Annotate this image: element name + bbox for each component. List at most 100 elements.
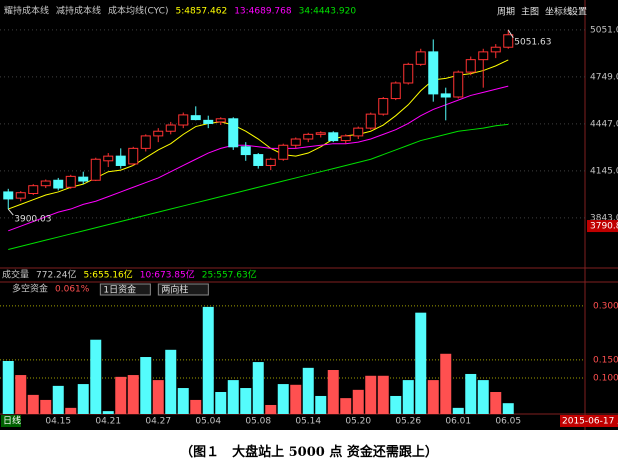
- candle-body: [78, 176, 89, 182]
- candle-body: [178, 114, 189, 126]
- bar: [390, 395, 402, 414]
- control-label: 两向柱: [161, 284, 188, 296]
- x-tick-label: 05.26: [395, 417, 421, 427]
- x-tick-label: 05.04: [195, 417, 221, 427]
- candle-body: [490, 46, 501, 53]
- bar: [277, 384, 289, 414]
- y-tick-label: 0.100%: [593, 373, 618, 383]
- x-tick-label: 05.20: [345, 417, 371, 427]
- bar: [402, 380, 414, 414]
- bar: [290, 384, 302, 414]
- ma-line: [8, 85, 509, 232]
- x-tick-label: 05.08: [245, 417, 271, 427]
- candle-body: [503, 34, 514, 48]
- ma-line: [8, 123, 509, 250]
- bar: [190, 399, 202, 414]
- bar: [340, 398, 352, 414]
- marker-tick-box: [587, 220, 618, 233]
- toolbar-button: 设置: [569, 7, 587, 18]
- candle-body: [103, 155, 114, 162]
- candle-body: [40, 180, 51, 187]
- bar: [15, 375, 27, 414]
- annotation-pointer: [507, 29, 514, 39]
- bar: [2, 360, 14, 414]
- bar: [465, 373, 477, 414]
- header-text: 25:557.63亿: [202, 269, 257, 281]
- bar: [140, 357, 152, 414]
- bar: [165, 349, 177, 414]
- candle-body: [128, 147, 139, 165]
- y-tick-label: 4749.0: [590, 72, 618, 82]
- candle-body: [215, 118, 226, 123]
- candle-body: [340, 135, 351, 142]
- bar: [90, 339, 102, 414]
- candle-body: [278, 144, 289, 160]
- header-text: 10:673.85亿: [140, 269, 195, 281]
- candle-body: [428, 51, 439, 95]
- candle-body: [303, 133, 314, 140]
- bar: [415, 312, 427, 414]
- candle-body: [65, 175, 76, 188]
- y-tick-label: 3843.0: [590, 213, 618, 223]
- x-tick-label: 05.14: [295, 417, 321, 427]
- candle-body: [478, 51, 489, 61]
- bar: [452, 407, 464, 414]
- bar: [252, 362, 264, 414]
- bar: [365, 375, 377, 414]
- candle-body: [353, 127, 364, 137]
- bar: [440, 353, 452, 414]
- bar: [52, 385, 64, 414]
- bar: [352, 389, 364, 414]
- period-box: [1, 415, 21, 427]
- bar: [40, 399, 52, 414]
- x-tick-label: 06.05: [495, 417, 521, 427]
- candle-body: [465, 59, 476, 73]
- bar: [490, 392, 502, 414]
- date-box: [560, 415, 618, 427]
- header-text: 减持成本线: [56, 5, 101, 17]
- caption: （图１ 大盘站上 5000 点 资金还需跟上）: [180, 445, 438, 460]
- bar: [27, 394, 39, 414]
- bar: [315, 395, 327, 414]
- candle-body: [403, 63, 414, 84]
- toolbar-button: 主图: [521, 6, 539, 18]
- bar: [427, 380, 439, 414]
- candle-body: [415, 51, 426, 65]
- bar: [302, 367, 314, 414]
- candle-body: [328, 132, 339, 142]
- candle-body: [3, 191, 14, 200]
- background: [0, 0, 618, 430]
- candle-body: [365, 113, 376, 129]
- bar: [102, 411, 114, 414]
- candle-body: [153, 130, 164, 137]
- candle-body: [265, 158, 276, 166]
- candle-body: [228, 118, 239, 148]
- bar: [202, 306, 214, 414]
- header-text: 多空资金: [12, 283, 48, 295]
- annotation: 5051.63: [514, 37, 551, 47]
- candle-body: [115, 155, 126, 166]
- x-tick-label: 04.27: [145, 417, 171, 427]
- candle-body: [203, 119, 214, 124]
- y-tick-label: 0.150%: [593, 355, 618, 365]
- header-text: 成交量: [2, 269, 29, 281]
- chart: 耀持成本线 减持成本线 成本均线(CYC) 5:4857.462 13:4689.768…: [0, 0, 618, 430]
- bar: [77, 384, 89, 414]
- x-tick-label: 04.15: [45, 417, 71, 427]
- bar: [127, 375, 139, 414]
- period-label: 日线: [3, 415, 21, 427]
- date-label: 2015-06-17 三: [562, 417, 618, 427]
- candle-body: [390, 82, 401, 100]
- y-tick-label: 4447.0: [590, 119, 618, 129]
- control-label: 1日资金: [103, 284, 136, 296]
- bar: [115, 376, 127, 414]
- header-text: 13:4689.768: [234, 7, 292, 17]
- candle-body: [90, 158, 101, 181]
- y-tick-label: 0.300%: [593, 301, 618, 311]
- bar: [215, 392, 227, 414]
- candle-body: [253, 154, 264, 166]
- bar: [327, 370, 339, 414]
- candle-body: [315, 132, 326, 135]
- bar: [227, 380, 239, 414]
